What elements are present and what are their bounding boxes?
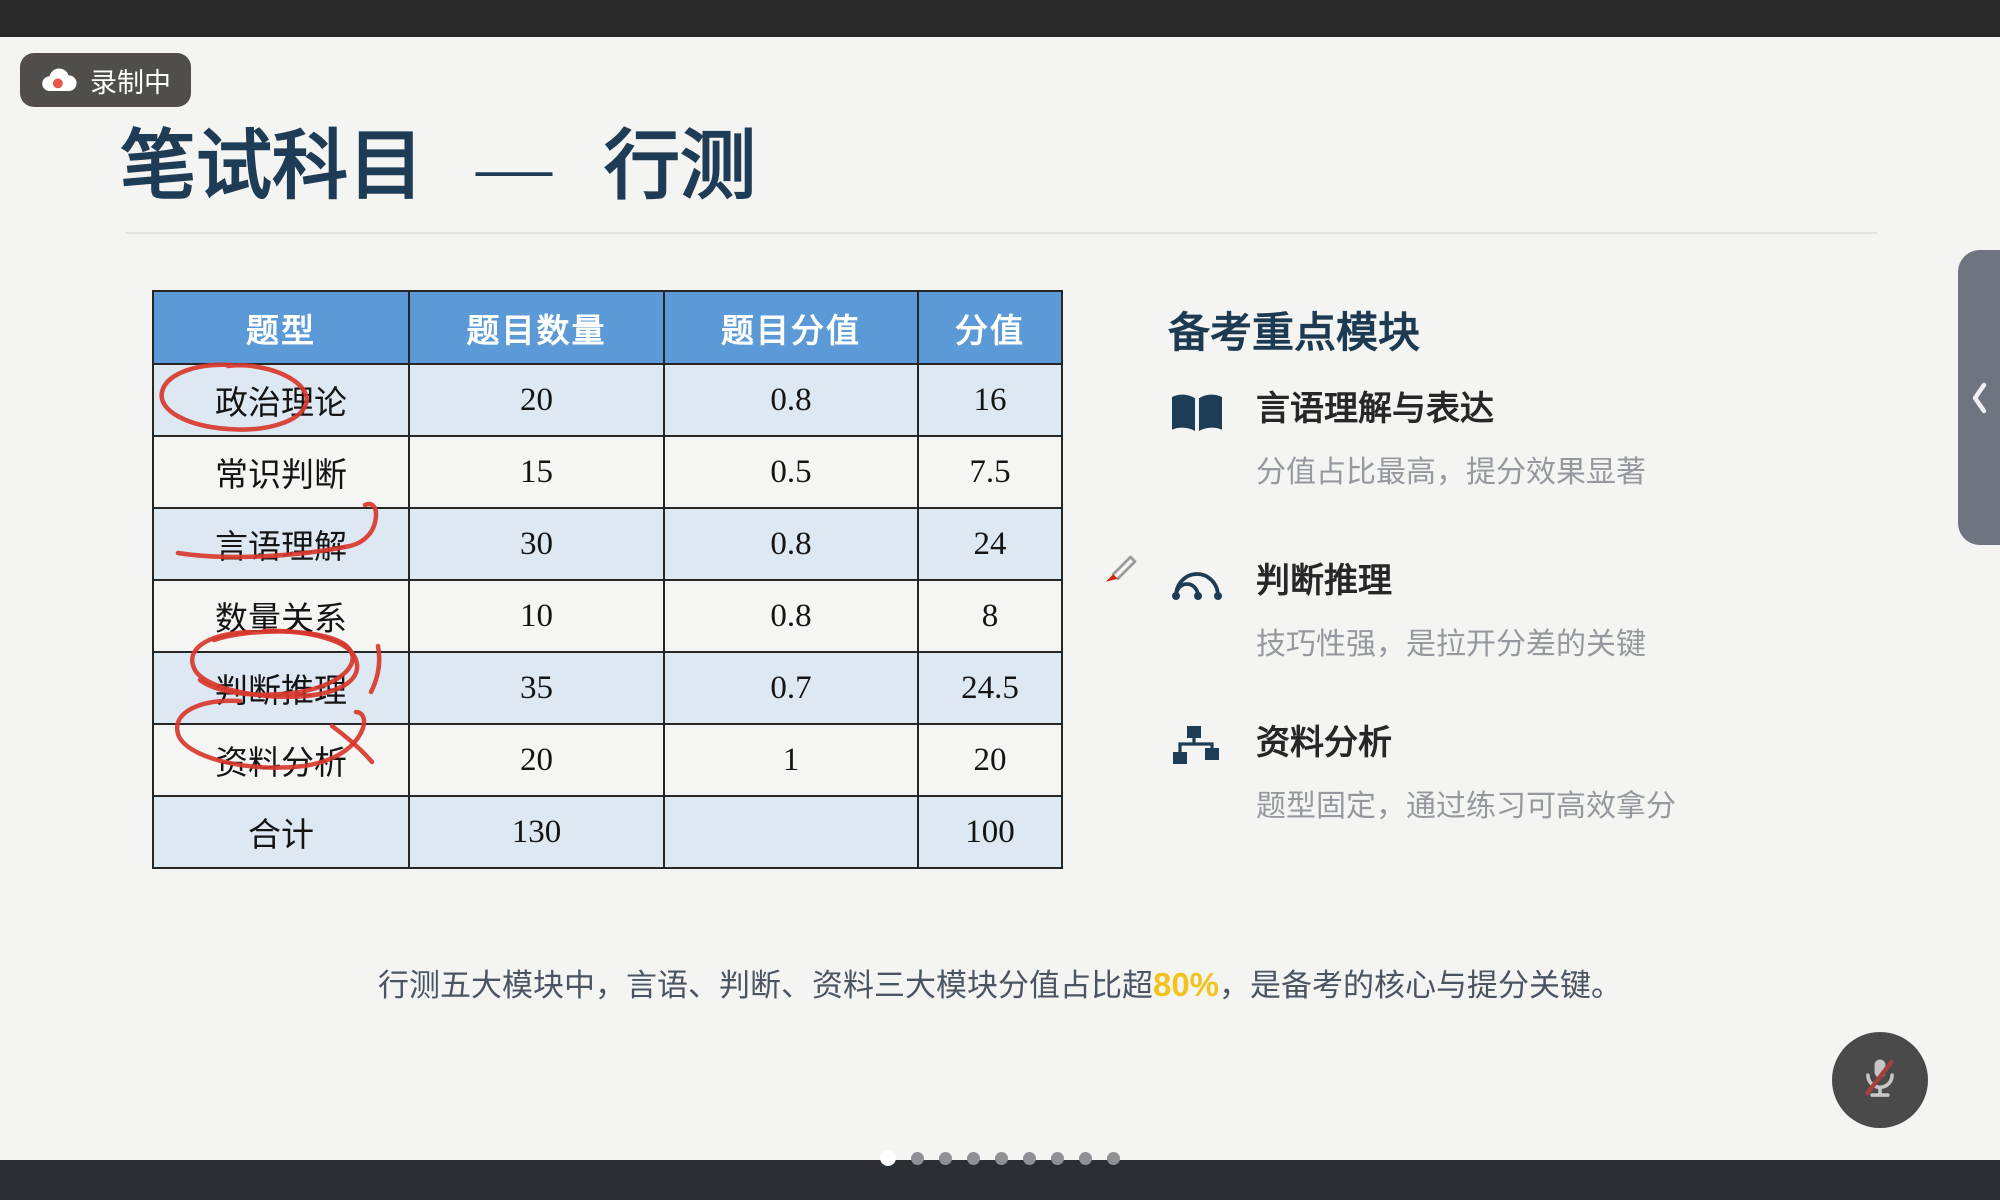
table-cell: 0.8	[663, 363, 919, 437]
table-cell: 10	[408, 579, 665, 653]
panel-heading: 备考重点模块	[1168, 309, 1421, 356]
microphone-muted-icon	[1851, 1051, 1909, 1109]
sitemap-icon	[1168, 722, 1226, 825]
table-cell: 1	[663, 723, 919, 797]
panel-item-title: 言语理解与表达	[1256, 390, 1494, 428]
bottom-control-bar	[0, 1160, 2000, 1200]
open-book-icon	[1168, 388, 1226, 491]
panel-item-title: 判断推理	[1256, 562, 1392, 600]
footnote-suffix: ，是备考的核心与提分关键。	[1219, 968, 1623, 1003]
table-cell	[663, 795, 919, 869]
table-row: 政治理论 20 0.8 16	[152, 363, 1063, 437]
table-cell: 24.5	[917, 651, 1063, 725]
pagination-dot[interactable]	[1051, 1151, 1064, 1165]
table-cell: 20	[917, 723, 1063, 797]
pagination-dot[interactable]	[939, 1151, 952, 1165]
table-cell: 判断推理	[152, 651, 410, 725]
panel-item-title: 资料分析	[1256, 724, 1392, 762]
table-header-row: 题型 题目数量 题目分值 分值	[152, 290, 1063, 365]
table-cell: 常识判断	[152, 435, 410, 509]
table-cell: 20	[408, 723, 665, 797]
footnote-prefix: 行测五大模块中，言语、判断、资料三大模块分值占比超	[377, 968, 1153, 1003]
table-cell: 16	[917, 363, 1063, 437]
pagination-dot[interactable]	[911, 1151, 924, 1165]
panel-item-data: 资料分析 题型固定，通过练习可高效拿分	[1168, 722, 1676, 825]
score-table: 题型 题目数量 题目分值 分值 政治理论 20 0.8 16 常识判断 15 0.5 7.5 言语理解…	[152, 290, 1063, 869]
table-cell: 7.5	[917, 435, 1063, 509]
table-cell: 0.7	[663, 651, 919, 725]
pagination-dot[interactable]	[967, 1151, 980, 1165]
page-title-left: 笔试科目	[120, 125, 424, 209]
pagination-dot[interactable]	[1023, 1151, 1036, 1165]
table-header-cell: 分值	[917, 290, 1063, 365]
table-header-cell: 题型	[152, 290, 410, 365]
table-cell: 资料分析	[152, 723, 410, 797]
table-row: 言语理解 30 0.8 24	[152, 507, 1063, 581]
table-row: 判断推理 35 0.7 24.5	[152, 651, 1063, 725]
pen-cursor-icon	[1096, 542, 1138, 589]
pagination-dot[interactable]	[995, 1151, 1008, 1165]
page-title-right: 行测	[604, 125, 756, 209]
footnote-highlight: 80%	[1152, 966, 1220, 1003]
table-cell: 20	[408, 363, 665, 437]
table-cell: 24	[917, 507, 1063, 581]
pagination-dot[interactable]	[1079, 1151, 1092, 1165]
table-row: 常识判断 15 0.5 7.5	[152, 435, 1063, 509]
table-header-cell: 题目分值	[663, 290, 919, 365]
table-row: 合计 130 100	[152, 795, 1063, 869]
table-header-cell: 题目数量	[408, 290, 665, 365]
table-cell: 100	[917, 795, 1063, 869]
panel-item-verbal: 言语理解与表达 分值占比最高，提分效果显著	[1168, 388, 1646, 491]
footnote: 行测五大模块中，言语、判断、资料三大模块分值占比超80%，是备考的核心与提分关键…	[0, 960, 2000, 1005]
table-cell: 0.5	[663, 435, 919, 509]
sidebar-collapse-handle[interactable]	[1958, 250, 2000, 545]
top-window-bar	[0, 0, 2000, 37]
recording-badge-label: 录制中	[90, 67, 171, 98]
table-row: 数量关系 10 0.8 8	[152, 579, 1063, 653]
arc-diagram-icon	[1168, 560, 1226, 663]
table-cell: 130	[408, 795, 665, 869]
table-cell: 0.8	[663, 579, 919, 653]
panel-item-judgment: 判断推理 技巧性强，是拉开分差的关键	[1168, 560, 1646, 663]
chevron-left-icon	[1968, 378, 1990, 418]
table-cell: 0.8	[663, 507, 919, 581]
table-cell: 30	[408, 507, 665, 581]
recording-badge[interactable]: 录制中	[20, 53, 191, 107]
table-row: 资料分析 20 1 20	[152, 723, 1063, 797]
table-cell: 15	[408, 435, 665, 509]
mute-microphone-button[interactable]	[1832, 1032, 1928, 1128]
pagination-dots	[880, 1150, 1120, 1166]
table-cell: 政治理论	[152, 363, 410, 437]
table-cell: 言语理解	[152, 507, 410, 581]
panel-item-desc: 题型固定，通过练习可高效拿分	[1256, 789, 1676, 823]
table-cell: 合计	[152, 795, 410, 869]
pagination-dot[interactable]	[880, 1150, 896, 1166]
pagination-dot[interactable]	[1107, 1151, 1120, 1165]
table-cell: 数量关系	[152, 579, 410, 653]
title-divider	[125, 232, 1877, 234]
cloud-record-icon	[40, 66, 78, 95]
table-cell: 35	[408, 651, 665, 725]
key-modules-panel: 备考重点模块 言语理解与表达 分值占比最高，提分效果显著 判断推理 技巧性强，	[1168, 312, 1888, 872]
table-cell: 8	[917, 579, 1063, 653]
panel-item-desc: 技巧性强，是拉开分差的关键	[1256, 627, 1646, 661]
page-title: 笔试科目 — 行测	[120, 104, 756, 214]
page-title-separator: —	[476, 125, 552, 209]
panel-item-desc: 分值占比最高，提分效果显著	[1256, 455, 1646, 489]
